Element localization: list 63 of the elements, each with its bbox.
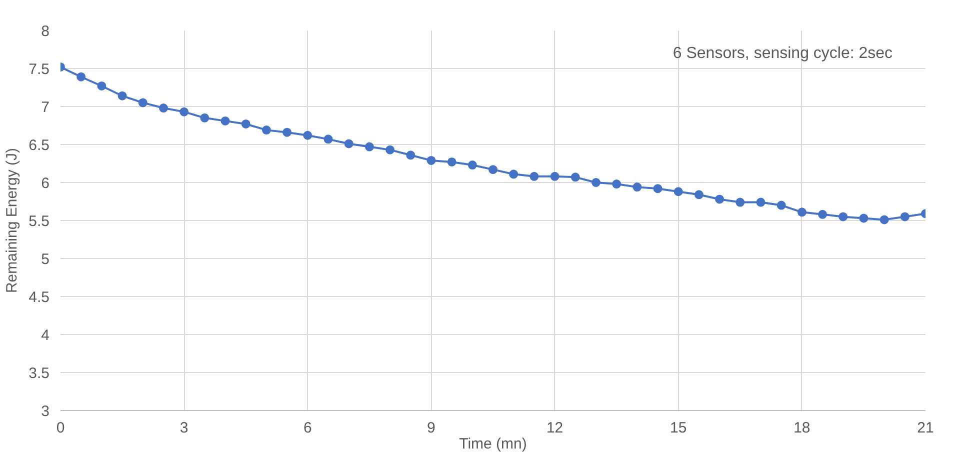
point xyxy=(591,178,600,187)
x-axis-title: Time (mn) xyxy=(459,436,527,452)
x-tick-label: 18 xyxy=(794,420,810,436)
point xyxy=(818,210,828,219)
point xyxy=(76,72,86,82)
point xyxy=(797,208,806,217)
point xyxy=(612,180,622,189)
point xyxy=(97,81,106,90)
point xyxy=(694,190,704,200)
point xyxy=(900,212,910,222)
point xyxy=(386,145,395,154)
y-axis-title: Remaining Energy (J) xyxy=(4,148,21,294)
point xyxy=(158,104,168,113)
point xyxy=(530,172,539,181)
y-tick-label: 7 xyxy=(41,99,50,116)
x-tick-label: 9 xyxy=(427,420,436,436)
x-tick-label: 12 xyxy=(546,420,564,436)
y-tick-label: 4 xyxy=(41,327,50,344)
y-tick-label: 3.5 xyxy=(28,365,50,382)
y-tick-label: 6.5 xyxy=(28,137,50,154)
y-tick-label: 5.5 xyxy=(28,213,50,230)
x-tick-label: 3 xyxy=(180,420,188,436)
y-tick-label: 5 xyxy=(41,251,50,268)
point xyxy=(509,170,518,179)
y-tick-label: 3 xyxy=(41,403,50,420)
y-tick-label: 6 xyxy=(41,175,50,192)
point xyxy=(324,134,333,144)
point xyxy=(303,130,312,140)
y-tick-label: 8 xyxy=(41,23,50,40)
point xyxy=(241,119,250,128)
y-tick-label: 4.5 xyxy=(28,289,50,306)
point xyxy=(736,198,745,207)
y-tick-label: 7.5 xyxy=(28,61,50,78)
point xyxy=(426,156,436,165)
point xyxy=(838,212,848,222)
x-tick-label: 21 xyxy=(917,420,934,436)
point xyxy=(220,116,230,126)
point xyxy=(364,142,374,152)
point xyxy=(776,200,786,210)
point xyxy=(715,194,724,204)
point xyxy=(406,150,416,160)
point xyxy=(632,182,642,192)
point xyxy=(880,215,889,224)
point xyxy=(859,214,868,223)
point xyxy=(488,165,498,174)
x-tick-label: 0 xyxy=(56,420,65,436)
point xyxy=(653,184,662,194)
point xyxy=(180,107,189,116)
point xyxy=(674,187,683,196)
annotation: 6 Sensors, sensing cycle: 2sec xyxy=(672,44,893,62)
point xyxy=(550,172,560,181)
point xyxy=(344,139,354,148)
x-tick-label: 6 xyxy=(303,420,312,436)
point xyxy=(138,98,148,108)
point xyxy=(282,128,292,137)
x-tick-label: 15 xyxy=(670,420,687,436)
point xyxy=(262,126,271,135)
point xyxy=(468,160,477,170)
point xyxy=(447,157,456,166)
point xyxy=(570,172,580,182)
point xyxy=(118,91,127,100)
point xyxy=(200,113,210,122)
point xyxy=(756,198,766,207)
